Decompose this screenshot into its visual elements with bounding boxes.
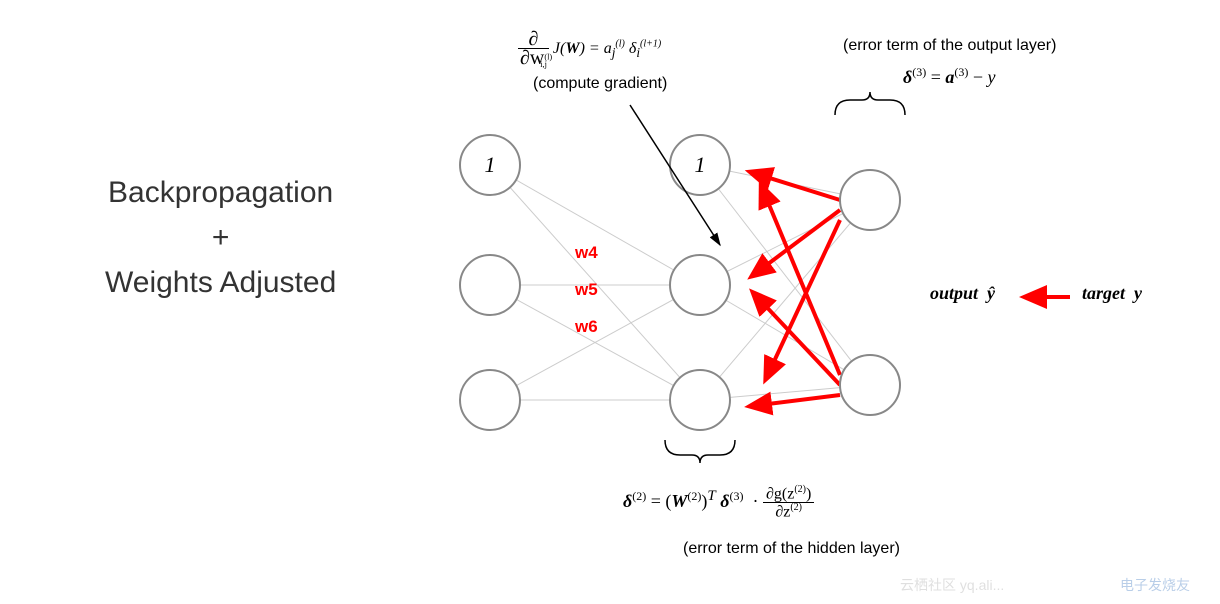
bottom-brace	[665, 440, 735, 463]
backprop-arrow	[760, 210, 840, 270]
backprop-arrow	[760, 175, 840, 200]
neuron-node	[670, 370, 730, 430]
weight-label: w4	[575, 243, 598, 263]
watermark-left: 云栖社区 yq.ali...	[900, 575, 1004, 595]
backprop-arrow	[760, 395, 840, 405]
top-brace	[835, 92, 905, 115]
error-hidden-label: (error term of the hidden layer)	[683, 540, 900, 558]
weight-label: w6	[575, 317, 598, 337]
nodes-group: 11	[460, 135, 900, 430]
gradient-label: (compute gradient)	[533, 75, 667, 93]
delta2-formula: δ(2) = (W(2))T δ(3) · ∂g(z(2)) ∂z(2)	[623, 485, 814, 521]
neuron-node	[460, 255, 520, 315]
node-label: 1	[695, 152, 706, 177]
edge	[490, 165, 700, 285]
neuron-node	[840, 355, 900, 415]
error-output-label: (error term of the output layer)	[843, 37, 1056, 55]
node-label: 1	[485, 152, 496, 177]
neuron-node	[460, 370, 520, 430]
neuron-node	[840, 170, 900, 230]
watermark-right: 电子发烧友	[1120, 575, 1190, 595]
weight-label: w5	[575, 280, 598, 300]
neuron-node	[670, 255, 730, 315]
output-label: output ŷ	[930, 283, 995, 304]
delta3-formula: δ(3) = a(3) − y	[903, 65, 996, 88]
gradient-formula: ∂ ∂w(l)i,j J(W) = aj(l) δi(l+1)	[518, 30, 661, 68]
arrows-group	[760, 175, 840, 405]
target-label: target y	[1082, 283, 1142, 304]
